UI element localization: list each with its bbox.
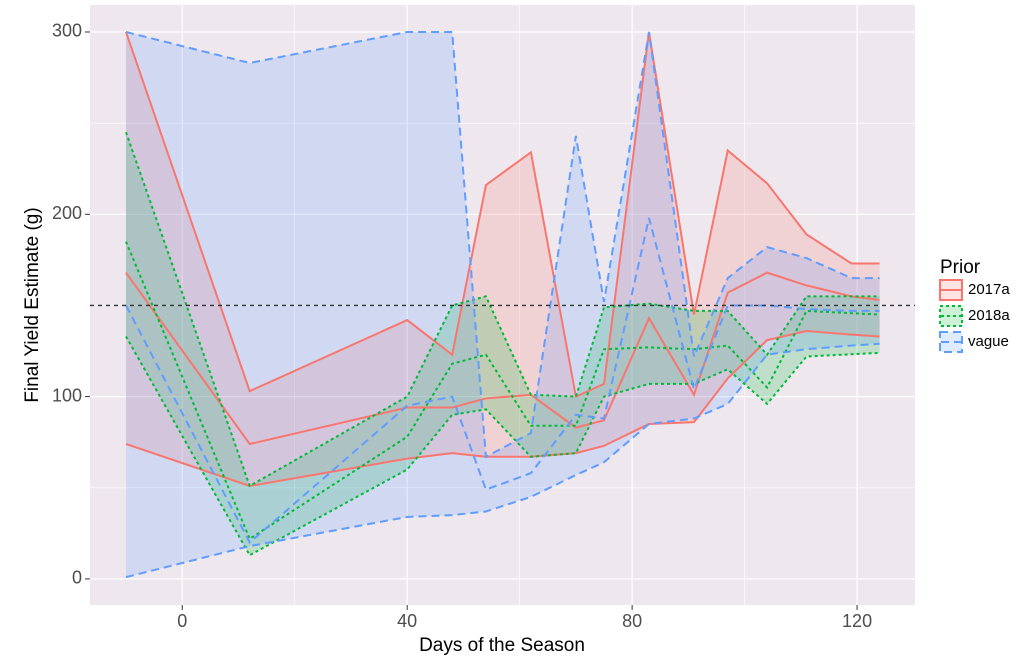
upper-line (125, 30, 880, 459)
y-tick-label: 300 (52, 21, 82, 41)
x-tick-label: 120 (842, 611, 872, 631)
lower-line (125, 329, 880, 487)
median-line (125, 241, 880, 541)
median-line (125, 271, 880, 446)
upper-line (125, 131, 880, 488)
upper-line (125, 31, 880, 399)
y-tick-label: 0 (72, 568, 82, 588)
y-tick-label: 100 (52, 385, 82, 405)
ribbon (125, 132, 880, 556)
legend-label: 2017a (968, 281, 1010, 298)
lower-line (125, 342, 880, 579)
x-tick-label: 80 (622, 611, 642, 631)
ribbon (125, 31, 880, 486)
legend-title: Prior (940, 257, 981, 278)
x-axis-label: Days of the Season (419, 635, 585, 656)
ribbon (125, 31, 880, 578)
legend-key (939, 305, 963, 327)
x-tick-label: 0 (177, 611, 187, 631)
legend-key (939, 331, 963, 353)
legend-label: 2018a (968, 307, 1010, 324)
median-line (125, 217, 880, 545)
legend-label: vague (968, 333, 1009, 350)
y-tick-label: 200 (52, 203, 82, 223)
y-axis-label: Final Yield Estimate (g) (22, 207, 43, 402)
x-tick-label: 40 (397, 611, 417, 631)
